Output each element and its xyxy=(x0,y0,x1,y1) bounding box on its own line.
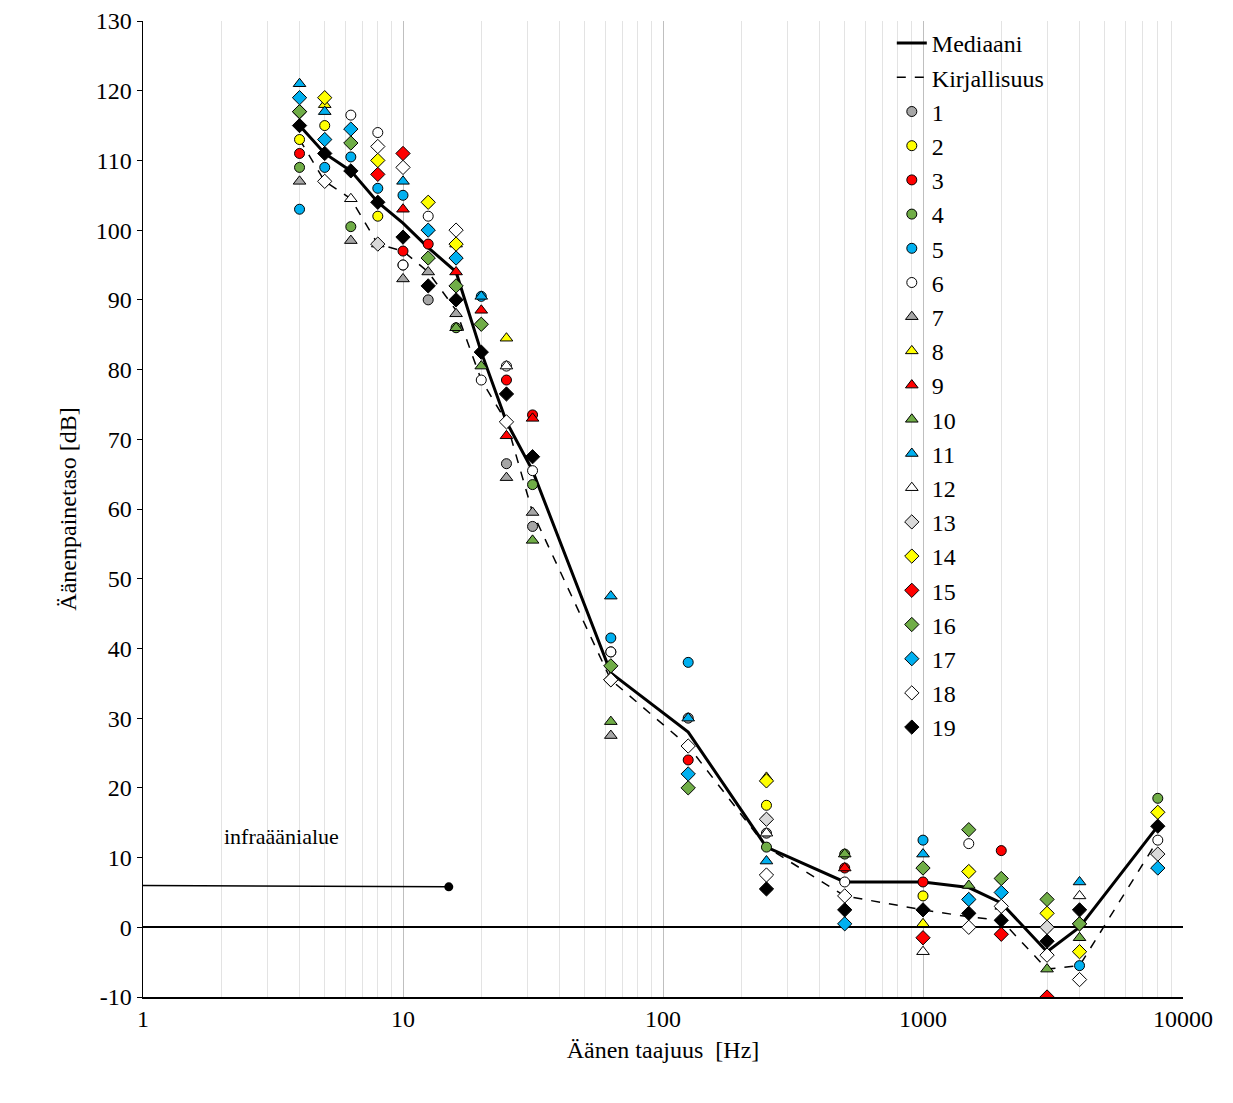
svg-text:130: 130 xyxy=(96,8,132,34)
svg-text:-10: -10 xyxy=(100,984,132,1010)
svg-text:10: 10 xyxy=(391,1006,415,1032)
svg-text:2: 2 xyxy=(932,134,944,160)
svg-text:infraäänialue: infraäänialue xyxy=(224,824,339,849)
svg-text:120: 120 xyxy=(96,78,132,104)
svg-text:8: 8 xyxy=(932,339,944,365)
svg-text:3: 3 xyxy=(932,168,944,194)
svg-text:90: 90 xyxy=(108,287,132,313)
svg-text:80: 80 xyxy=(108,357,132,383)
svg-text:Mediaani: Mediaani xyxy=(932,31,1023,57)
svg-text:13: 13 xyxy=(932,510,956,536)
svg-text:4: 4 xyxy=(932,202,944,228)
svg-text:9: 9 xyxy=(932,373,944,399)
svg-text:14: 14 xyxy=(932,544,956,570)
svg-text:0: 0 xyxy=(120,915,132,941)
svg-text:6: 6 xyxy=(932,271,944,297)
svg-text:30: 30 xyxy=(108,706,132,732)
svg-text:60: 60 xyxy=(108,496,132,522)
svg-text:7: 7 xyxy=(932,305,944,331)
svg-text:1000: 1000 xyxy=(899,1006,947,1032)
svg-text:17: 17 xyxy=(932,647,956,673)
svg-text:70: 70 xyxy=(108,427,132,453)
svg-text:19: 19 xyxy=(932,715,956,741)
svg-text:10: 10 xyxy=(108,845,132,871)
svg-text:Kirjallisuus: Kirjallisuus xyxy=(932,66,1044,92)
svg-text:12: 12 xyxy=(932,476,956,502)
svg-text:11: 11 xyxy=(932,442,955,468)
svg-text:10: 10 xyxy=(932,408,956,434)
svg-text:1: 1 xyxy=(932,100,944,126)
svg-text:110: 110 xyxy=(97,148,132,174)
svg-text:40: 40 xyxy=(108,636,132,662)
svg-text:18: 18 xyxy=(932,681,956,707)
svg-text:16: 16 xyxy=(932,613,956,639)
svg-text:Äänen taajuus [Hz]: Äänen taajuus [Hz] xyxy=(567,1037,760,1063)
svg-text:100: 100 xyxy=(96,218,132,244)
svg-text:20: 20 xyxy=(108,775,132,801)
svg-text:15: 15 xyxy=(932,579,956,605)
svg-text:Äänenpainetaso [dB]: Äänenpainetaso [dB] xyxy=(55,407,81,610)
svg-text:10000: 10000 xyxy=(1153,1006,1213,1032)
svg-text:50: 50 xyxy=(108,566,132,592)
svg-text:100: 100 xyxy=(645,1006,681,1032)
svg-text:1: 1 xyxy=(137,1006,149,1032)
svg-text:5: 5 xyxy=(932,237,944,263)
